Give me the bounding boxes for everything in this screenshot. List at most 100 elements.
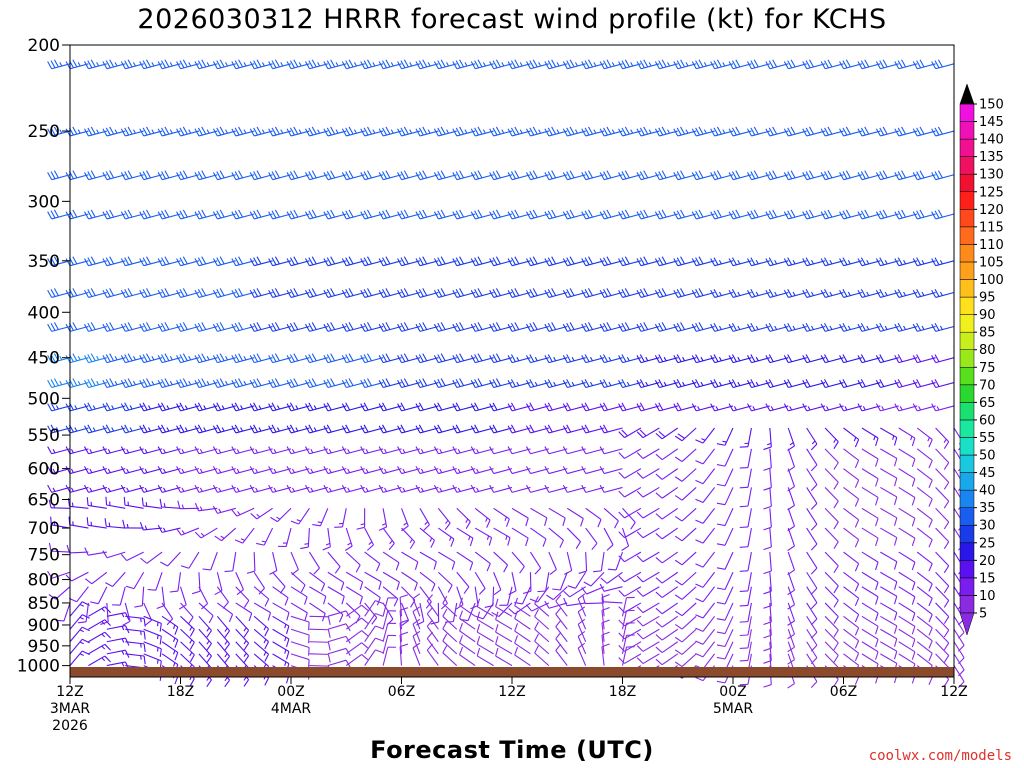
barb-flag [219, 209, 225, 218]
barb-flag [120, 466, 126, 474]
barb-staff [747, 527, 752, 547]
barb-flag [581, 466, 587, 474]
wind-barb [212, 256, 236, 267]
barb-flag [271, 257, 277, 266]
wind-barb [364, 649, 384, 666]
barb-staff [702, 615, 716, 632]
barb-flag [234, 171, 240, 180]
barb-half-flag [298, 62, 302, 67]
barb-flag [489, 484, 495, 493]
barb-flag [618, 619, 625, 627]
wind-barb [378, 170, 402, 181]
barb-flag [326, 257, 332, 266]
barb-flag [790, 170, 796, 179]
barb-half-flag [703, 62, 707, 67]
barb-flag [399, 643, 409, 648]
wind-barb [875, 170, 899, 181]
barb-flag [249, 289, 255, 298]
barb-flag [624, 209, 630, 218]
barb-flag [695, 460, 704, 465]
barb-flag [525, 323, 531, 332]
barb-flag [879, 257, 885, 266]
barb-half-flag [402, 468, 406, 473]
barb-flag [698, 322, 704, 330]
barb-flag [581, 61, 587, 69]
barb-flag [864, 209, 870, 218]
wind-barb [765, 379, 789, 389]
barb-flag [753, 59, 759, 68]
barb-flag [201, 209, 207, 218]
wind-barb [894, 403, 918, 412]
barb-flag [820, 258, 826, 266]
barb-staff [309, 653, 329, 655]
barb-flag [562, 258, 568, 266]
barb-flag [739, 466, 749, 469]
barb-half-flag [718, 356, 722, 362]
barb-flag [378, 128, 384, 137]
wind-barb [364, 600, 384, 617]
barb-flag [546, 594, 554, 601]
wind-barb [231, 126, 255, 137]
wind-barb [426, 607, 439, 630]
barb-half-flag [199, 468, 203, 473]
wind-barb [654, 126, 678, 137]
barb-flag [507, 355, 513, 363]
wind-barb [327, 551, 341, 574]
barb-flag [618, 452, 625, 459]
barb-flag [104, 655, 111, 663]
barb-flag [293, 170, 299, 179]
barb-staff [155, 572, 163, 591]
wind-barb [433, 322, 457, 332]
barb-flag [507, 380, 513, 388]
barb-flag [839, 172, 845, 180]
barb-flag [201, 603, 208, 610]
wind-barb [548, 507, 566, 526]
barb-flag [397, 466, 403, 474]
barb-flag [731, 323, 737, 331]
barb-half-flag [273, 487, 277, 492]
barb-flag [562, 211, 568, 220]
barb-staff [585, 602, 605, 605]
barb-staff [167, 551, 181, 567]
barb-staff [769, 586, 772, 606]
barb-half-flag [519, 62, 523, 67]
barb-half-flag [347, 542, 352, 546]
barb-staff [600, 552, 605, 571]
wind-barb [286, 209, 310, 220]
barb-flag [621, 289, 627, 297]
wind-barb [194, 353, 218, 364]
wind-barb [415, 446, 439, 455]
barb-staff [861, 586, 879, 598]
barb-flag [139, 323, 145, 332]
barb-flag [857, 289, 863, 298]
barb-staff [880, 571, 898, 583]
barb-half-flag [792, 291, 796, 296]
y-tick-label: 700 [28, 519, 60, 539]
barb-flag [547, 171, 553, 180]
barb-flag [228, 614, 234, 623]
barb-flag [124, 424, 130, 433]
barb-staff [843, 551, 859, 565]
wind-barb [231, 446, 255, 455]
barb-half-flag [144, 487, 148, 492]
wind-barb [618, 354, 642, 364]
barb-flag [911, 582, 916, 591]
wind-barb [286, 126, 310, 137]
wind-barb [802, 379, 826, 389]
barb-flag [901, 209, 907, 218]
barb-flag [544, 446, 550, 455]
wind-barb [857, 170, 881, 181]
wind-barb [728, 354, 752, 364]
barb-half-flag [504, 516, 507, 522]
barb-half-flag [243, 652, 247, 657]
wind-barb [272, 615, 290, 635]
barb-flag [142, 289, 148, 297]
wind-barb [419, 527, 435, 548]
barb-flag [345, 127, 351, 136]
barb-flag [452, 128, 458, 137]
barb-staff [642, 551, 660, 563]
barb-staff [787, 586, 796, 605]
barb-staff [548, 448, 568, 455]
wind-barb [695, 507, 716, 524]
barb-flag [569, 322, 575, 330]
